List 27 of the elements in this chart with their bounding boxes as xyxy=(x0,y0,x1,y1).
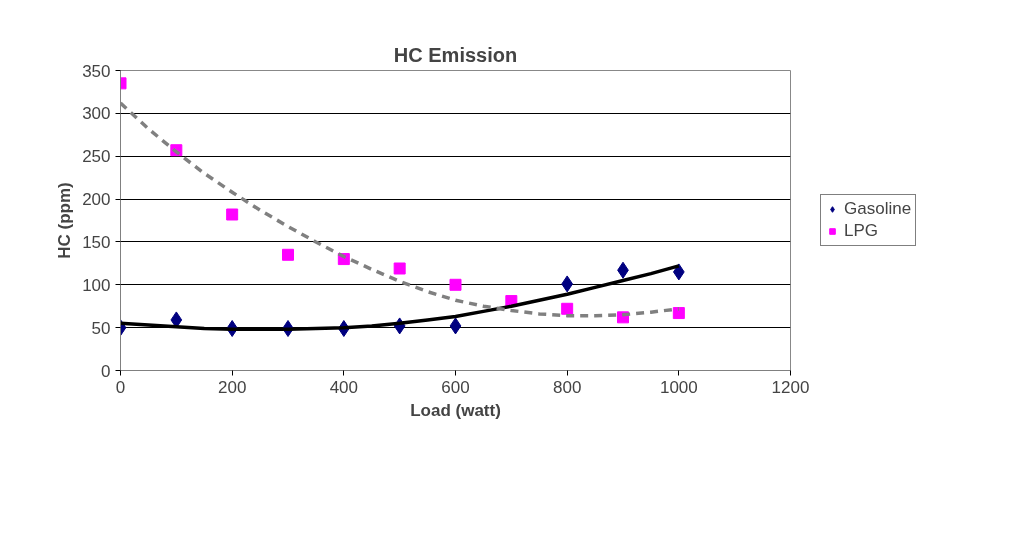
chart-title: HC Emission xyxy=(393,43,518,66)
point xyxy=(449,278,462,291)
legend-label: Gasoline xyxy=(844,199,912,219)
x-tick-label: 800 xyxy=(552,377,582,397)
point xyxy=(672,307,685,320)
x-tick-label: 600 xyxy=(441,377,470,397)
point xyxy=(393,262,406,275)
legend-label: LPG xyxy=(844,221,879,241)
x-tick-label: 1000 xyxy=(659,377,698,397)
y-tick-label: 300 xyxy=(82,104,111,124)
point xyxy=(561,302,574,315)
point xyxy=(282,248,294,261)
x-tick-label: 0 xyxy=(115,377,126,397)
y-axis-title: HC (ppm) xyxy=(55,182,75,259)
y-tick-label: 350 xyxy=(82,61,111,81)
x-tick-label: 400 xyxy=(329,377,359,397)
y-tick-label: 250 xyxy=(82,147,111,167)
x-tick-label: 1200 xyxy=(771,377,810,397)
y-tick-label: 0 xyxy=(101,361,111,381)
y-tick-label: 100 xyxy=(82,275,111,295)
y-tick-label: 200 xyxy=(82,190,111,210)
point xyxy=(226,208,239,221)
y-tick-label: 150 xyxy=(82,232,111,252)
x-axis-title: Load (watt) xyxy=(410,400,501,420)
x-tick-label: 200 xyxy=(217,377,247,397)
y-tick-label: 50 xyxy=(91,318,111,338)
point xyxy=(449,317,462,335)
